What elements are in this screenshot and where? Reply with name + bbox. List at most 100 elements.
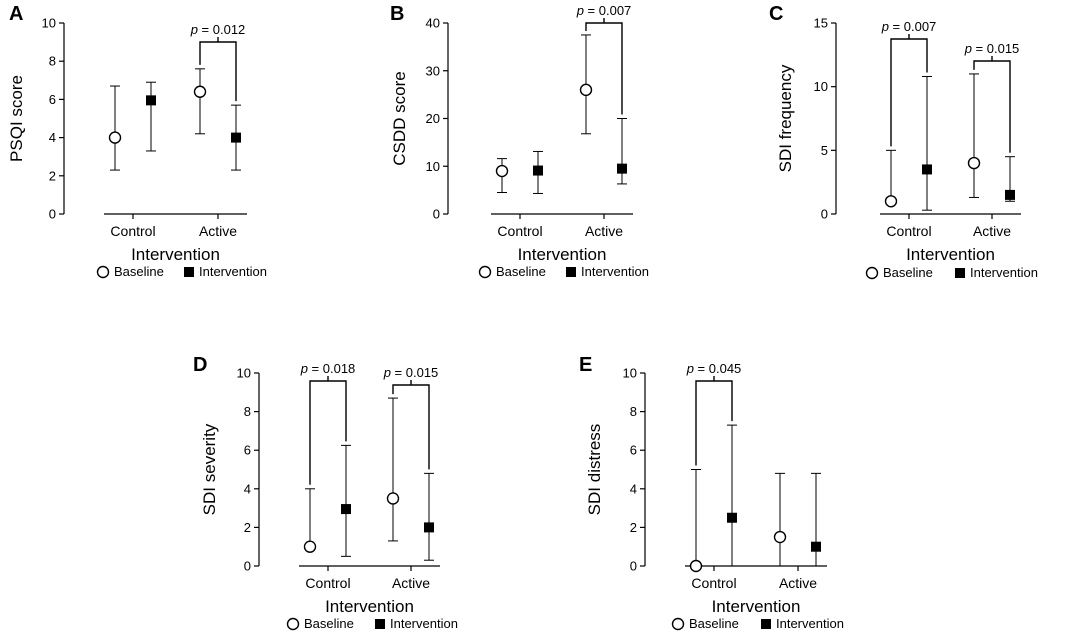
chart-panel-a: A 0 2 4 6 8 10 Control Active PSQI score Intervent… [7, 3, 267, 279]
baseline-point [495, 164, 509, 178]
y-tick-label: 10 [623, 366, 637, 381]
intervention-point [617, 163, 627, 174]
legend-baseline-marker [96, 265, 110, 279]
intervention-point [727, 512, 737, 523]
intervention-point [146, 95, 156, 106]
p-value: = 0.015 [972, 41, 1019, 56]
chart-panel-d: D 0 2 4 6 8 10 Control Active SDI severity Interve… [193, 354, 458, 631]
legend-baseline-marker [671, 617, 685, 631]
legend-baseline-label: Baseline [689, 616, 739, 631]
category-label: Active [973, 223, 1011, 239]
baseline-point [386, 492, 400, 505]
baseline-point [967, 156, 981, 170]
significance-label: p = 0.012 [190, 22, 246, 37]
y-tick-label: 8 [49, 54, 56, 69]
panel-letter: A [9, 3, 23, 25]
y-tick-label: 0 [433, 207, 440, 222]
baseline-point [303, 540, 317, 553]
p-symbol: p [576, 3, 584, 18]
category-label: Active [199, 223, 237, 239]
legend-baseline-label: Baseline [883, 265, 933, 280]
significance-bracket [973, 60, 1011, 153]
intervention-point [424, 522, 434, 533]
significance-label: p = 0.007 [881, 19, 937, 34]
x-axis-title: Intervention [518, 245, 607, 264]
x-axis-title: Intervention [712, 597, 801, 616]
y-tick-label: 30 [426, 63, 440, 78]
x-axis-title: Intervention [325, 597, 414, 616]
legend-intervention-label: Intervention [776, 616, 844, 631]
y-axis-title: SDI distress [585, 424, 604, 516]
baseline-point [579, 83, 593, 97]
y-axis-title: CSDD score [390, 71, 409, 165]
p-symbol: p [964, 41, 972, 56]
panel-letter: C [769, 3, 783, 25]
significance-bracket [309, 380, 347, 485]
y-tick-label: 20 [426, 111, 440, 126]
baseline-point [193, 85, 207, 98]
legend-baseline-marker [865, 266, 879, 280]
y-tick-label: 2 [244, 520, 251, 535]
p-value: = 0.012 [198, 22, 245, 37]
legend-baseline-marker [286, 617, 300, 631]
category-label: Control [497, 223, 542, 239]
y-tick-label: 6 [49, 92, 56, 107]
p-value: = 0.045 [694, 361, 741, 376]
y-tick-label: 0 [630, 559, 637, 574]
p-value: = 0.007 [889, 19, 936, 34]
legend-baseline-marker [478, 265, 492, 279]
category-label: Control [691, 575, 736, 591]
panel-letter: B [390, 3, 404, 25]
y-tick-label: 8 [630, 404, 637, 419]
legend-intervention-label: Intervention [390, 616, 458, 631]
y-tick-label: 6 [244, 443, 251, 458]
y-axis-title: SDI severity [200, 423, 219, 515]
legend-intervention-label: Intervention [581, 264, 649, 279]
category-label: Control [110, 223, 155, 239]
significance-bracket [392, 384, 430, 470]
legend-baseline-label: Baseline [304, 616, 354, 631]
chart-panel-c: C 0 5 10 15 Control Active SDI frequency Interve… [769, 3, 1038, 280]
legend-intervention-marker [566, 267, 576, 277]
x-axis-title: Intervention [906, 245, 995, 264]
y-tick-label: 10 [237, 366, 251, 381]
y-tick-label: 4 [49, 130, 56, 145]
p-symbol: p [190, 22, 198, 37]
baseline-point [689, 559, 703, 573]
significance-bracket [890, 38, 928, 147]
x-axis-title: Intervention [131, 245, 220, 264]
category-label: Active [585, 223, 623, 239]
y-tick-label: 0 [244, 559, 251, 574]
y-tick-label: 6 [630, 443, 637, 458]
category-label: Control [305, 575, 350, 591]
legend-intervention-marker [375, 619, 385, 629]
y-tick-label: 0 [49, 207, 56, 222]
legend-baseline-label: Baseline [496, 264, 546, 279]
y-tick-label: 2 [630, 520, 637, 535]
chart-panel-e: E 0 2 4 6 8 10 Control Active SDI distress Interve… [579, 354, 844, 631]
baseline-point [773, 530, 787, 544]
category-label: Active [392, 575, 430, 591]
p-symbol: p [686, 361, 694, 376]
intervention-point [922, 164, 932, 175]
y-tick-label: 15 [814, 16, 828, 31]
y-tick-label: 4 [244, 481, 251, 496]
legend-intervention-marker [761, 619, 771, 629]
intervention-point [1005, 189, 1015, 200]
p-value: = 0.007 [584, 3, 631, 18]
y-axis-title: PSQI score [7, 75, 26, 162]
p-value: = 0.018 [308, 361, 355, 376]
y-tick-label: 10 [814, 79, 828, 94]
y-tick-label: 40 [426, 16, 440, 31]
legend-intervention-label: Intervention [199, 264, 267, 279]
baseline-point [884, 195, 898, 208]
p-value: = 0.015 [391, 365, 438, 380]
p-symbol: p [383, 365, 391, 380]
legend-intervention-label: Intervention [970, 265, 1038, 280]
intervention-point [231, 132, 241, 143]
intervention-point [811, 541, 821, 552]
significance-label: p = 0.007 [576, 3, 632, 18]
y-tick-label: 5 [821, 143, 828, 158]
y-tick-label: 10 [426, 159, 440, 174]
